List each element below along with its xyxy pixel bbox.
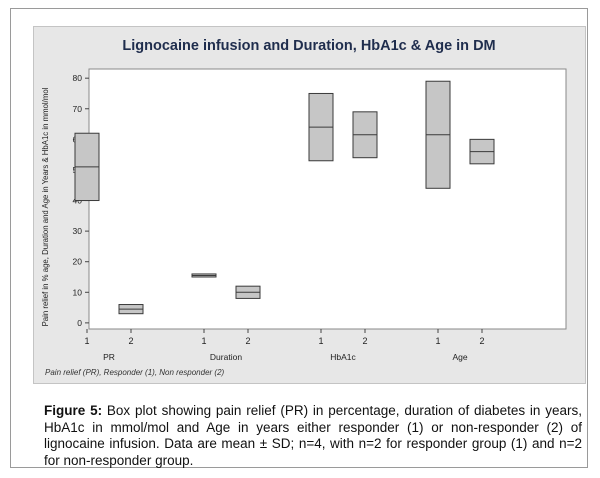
- x-group-label: HbA1c: [330, 352, 356, 362]
- x-tick-label: 1: [84, 336, 89, 346]
- caption-text: Box plot showing pain relief (PR) in per…: [44, 403, 582, 468]
- x-tick-label: 2: [479, 336, 484, 346]
- y-tick-label: 80: [73, 73, 83, 83]
- x-group-label: Age: [452, 352, 467, 362]
- chart-title: Lignocaine infusion and Duration, HbA1c …: [122, 38, 495, 54]
- y-tick-label: 70: [73, 104, 83, 114]
- x-tick-label: 2: [245, 336, 250, 346]
- boxplot-chart: Lignocaine infusion and Duration, HbA1c …: [41, 38, 567, 377]
- x-group-label: PR: [103, 352, 115, 362]
- figure-frame: Lignocaine infusion and Duration, HbA1c …: [10, 8, 588, 468]
- y-tick-label: 20: [73, 257, 83, 267]
- y-tick-label: 30: [73, 226, 83, 236]
- chart-footnote: Pain relief (PR), Responder (1), Non res…: [45, 368, 225, 377]
- figure-label: Figure 5:: [44, 403, 103, 418]
- x-tick-label: 1: [435, 336, 440, 346]
- x-tick-label: 1: [318, 336, 323, 346]
- x-tick-label: 2: [362, 336, 367, 346]
- x-group-label: Duration: [210, 352, 242, 362]
- figure-caption: Figure 5: Box plot showing pain relief (…: [44, 403, 582, 469]
- x-tick-label: 1: [201, 336, 206, 346]
- chart-panel: Lignocaine infusion and Duration, HbA1c …: [33, 26, 586, 384]
- y-axis-label: Pain relief in % age, Duration and Age i…: [41, 87, 50, 326]
- y-tick-label: 0: [77, 318, 82, 328]
- x-tick-label: 2: [128, 336, 133, 346]
- y-tick-label: 10: [73, 287, 83, 297]
